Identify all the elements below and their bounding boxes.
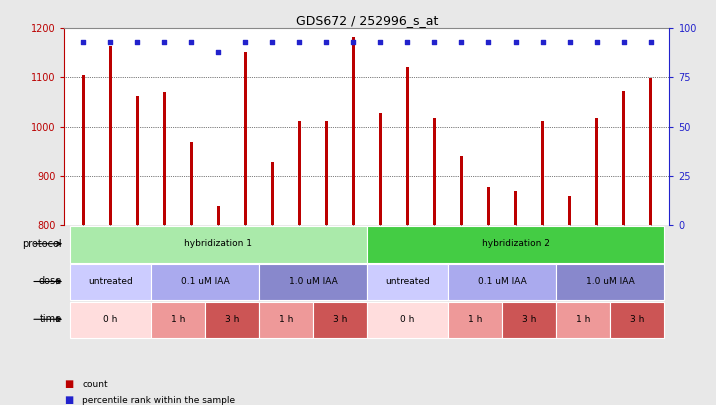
Bar bbox=[151, 302, 205, 338]
Bar bbox=[190, 142, 193, 225]
Bar bbox=[541, 121, 544, 225]
Bar bbox=[568, 196, 571, 225]
Point bbox=[563, 39, 575, 45]
Point bbox=[240, 39, 251, 45]
Bar bbox=[313, 302, 367, 338]
Text: hybridization 2: hybridization 2 bbox=[482, 239, 549, 248]
Bar bbox=[514, 192, 517, 225]
Text: 1 h: 1 h bbox=[468, 315, 482, 324]
Text: untreated: untreated bbox=[385, 277, 430, 286]
Bar bbox=[448, 302, 502, 338]
Bar bbox=[136, 96, 139, 225]
Bar bbox=[325, 121, 328, 225]
Bar bbox=[556, 264, 664, 301]
Bar bbox=[487, 187, 490, 225]
Point bbox=[294, 39, 305, 45]
Bar bbox=[217, 206, 220, 225]
Point bbox=[159, 39, 170, 45]
Bar bbox=[433, 118, 436, 225]
Bar bbox=[367, 226, 664, 262]
Bar bbox=[367, 302, 448, 338]
Point bbox=[510, 39, 521, 45]
Bar bbox=[151, 264, 259, 301]
Text: 1 h: 1 h bbox=[279, 315, 293, 324]
Bar bbox=[649, 79, 652, 225]
Bar bbox=[448, 264, 556, 301]
Bar bbox=[379, 113, 382, 225]
Point bbox=[429, 39, 440, 45]
Bar bbox=[595, 118, 598, 225]
Bar bbox=[352, 37, 355, 225]
Point bbox=[185, 39, 197, 45]
Point bbox=[618, 39, 629, 45]
Text: 1.0 uM IAA: 1.0 uM IAA bbox=[586, 277, 634, 286]
Bar bbox=[205, 302, 259, 338]
Point bbox=[132, 39, 143, 45]
Text: 3 h: 3 h bbox=[522, 315, 536, 324]
Bar bbox=[70, 226, 367, 262]
Point bbox=[213, 49, 224, 55]
Point bbox=[266, 39, 278, 45]
Text: 1 h: 1 h bbox=[170, 315, 185, 324]
Text: 0.1 uM IAA: 0.1 uM IAA bbox=[478, 277, 526, 286]
Text: percentile rank within the sample: percentile rank within the sample bbox=[82, 396, 236, 405]
Point bbox=[591, 39, 602, 45]
Bar bbox=[367, 264, 448, 301]
Title: GDS672 / 252996_s_at: GDS672 / 252996_s_at bbox=[296, 14, 438, 27]
Bar bbox=[82, 75, 85, 225]
Text: 1.0 uM IAA: 1.0 uM IAA bbox=[289, 277, 337, 286]
Text: 0.1 uM IAA: 0.1 uM IAA bbox=[180, 277, 229, 286]
Text: hybridization 1: hybridization 1 bbox=[185, 239, 253, 248]
Text: count: count bbox=[82, 380, 108, 389]
Text: 0 h: 0 h bbox=[400, 315, 415, 324]
Point bbox=[402, 39, 413, 45]
Text: 3 h: 3 h bbox=[225, 315, 239, 324]
Bar bbox=[622, 91, 625, 225]
Text: untreated: untreated bbox=[88, 277, 132, 286]
Bar bbox=[271, 162, 274, 225]
Text: ■: ■ bbox=[64, 395, 74, 405]
Text: 1 h: 1 h bbox=[576, 315, 590, 324]
Bar bbox=[460, 156, 463, 225]
Point bbox=[321, 39, 332, 45]
Point bbox=[483, 39, 494, 45]
Bar bbox=[163, 92, 166, 225]
Point bbox=[77, 39, 89, 45]
Text: 0 h: 0 h bbox=[103, 315, 117, 324]
Text: protocol: protocol bbox=[21, 239, 62, 249]
Text: ■: ■ bbox=[64, 379, 74, 389]
Bar bbox=[243, 52, 247, 225]
Bar bbox=[298, 121, 301, 225]
Bar bbox=[556, 302, 610, 338]
Text: 3 h: 3 h bbox=[630, 315, 644, 324]
Bar bbox=[70, 264, 151, 301]
Bar bbox=[109, 45, 112, 225]
Point bbox=[374, 39, 386, 45]
Text: time: time bbox=[39, 314, 62, 324]
Point bbox=[645, 39, 657, 45]
Bar bbox=[502, 302, 556, 338]
Point bbox=[348, 39, 359, 45]
Point bbox=[105, 39, 116, 45]
Bar bbox=[70, 302, 151, 338]
Bar bbox=[259, 302, 313, 338]
Point bbox=[456, 39, 468, 45]
Text: 3 h: 3 h bbox=[333, 315, 347, 324]
Point bbox=[537, 39, 548, 45]
Bar bbox=[406, 67, 409, 225]
Bar bbox=[259, 264, 367, 301]
Text: dose: dose bbox=[38, 277, 62, 286]
Bar bbox=[610, 302, 664, 338]
